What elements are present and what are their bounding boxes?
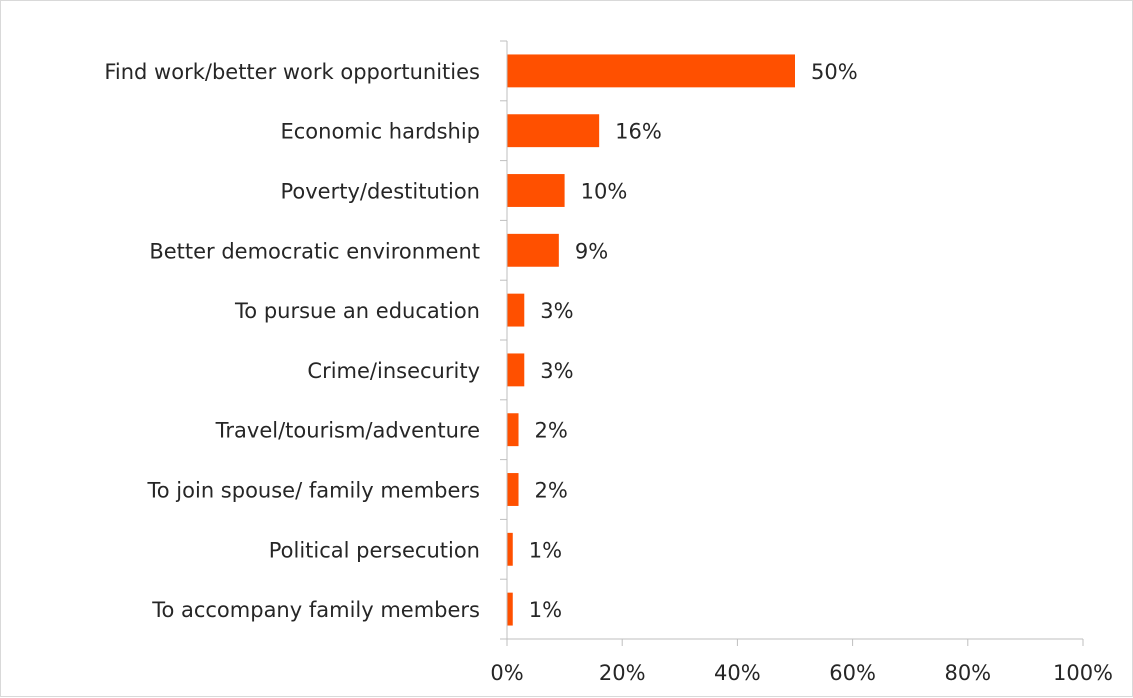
- x-tick-label-0: 0%: [490, 661, 523, 685]
- category-label-9: Political persecution: [269, 538, 480, 562]
- value-label-7: 2%: [535, 419, 568, 443]
- x-tick-label-5: 100%: [1053, 661, 1113, 685]
- category-label-8: To join spouse/ family members: [147, 479, 480, 503]
- bar-4: [507, 233, 559, 267]
- category-label-10: To accompany family members: [151, 598, 480, 622]
- labels-layer: Find work/better work opportunities 50% Ec…: [104, 60, 1113, 685]
- category-label-7: Travel/tourism/adventure: [215, 419, 480, 443]
- category-label-6: Crime/insecurity: [307, 359, 480, 383]
- bar-9: [507, 532, 513, 566]
- bar-3: [507, 174, 565, 207]
- bars-layer: [507, 54, 795, 626]
- value-label-2: 16%: [615, 120, 662, 144]
- value-label-1: 50%: [811, 60, 858, 84]
- x-tick-label-4: 80%: [944, 661, 991, 685]
- category-label-4: Better democratic environment: [149, 239, 480, 263]
- x-tick-label-2: 40%: [714, 661, 761, 685]
- axes-layer: [500, 40, 1084, 646]
- category-label-2: Economic hardship: [280, 120, 480, 144]
- bar-5: [507, 293, 525, 327]
- bar-10: [507, 592, 513, 626]
- value-label-9: 1%: [529, 538, 562, 562]
- value-label-4: 9%: [575, 239, 608, 263]
- value-label-6: 3%: [540, 359, 573, 383]
- value-label-5: 3%: [540, 299, 573, 323]
- bar-1: [507, 54, 795, 88]
- category-label-1: Find work/better work opportunities: [104, 60, 480, 84]
- value-label-8: 2%: [535, 479, 568, 503]
- value-label-10: 1%: [529, 598, 562, 622]
- x-tick-label-3: 60%: [829, 661, 876, 685]
- category-label-5: To pursue an education: [234, 299, 480, 323]
- bar-2: [507, 114, 600, 148]
- bar-6: [507, 353, 525, 387]
- category-label-3: Poverty/destitution: [280, 180, 480, 204]
- x-tick-label-1: 20%: [599, 661, 646, 685]
- value-label-3: 10%: [581, 180, 628, 204]
- bar-7: [507, 413, 519, 447]
- bar-8: [507, 473, 519, 506]
